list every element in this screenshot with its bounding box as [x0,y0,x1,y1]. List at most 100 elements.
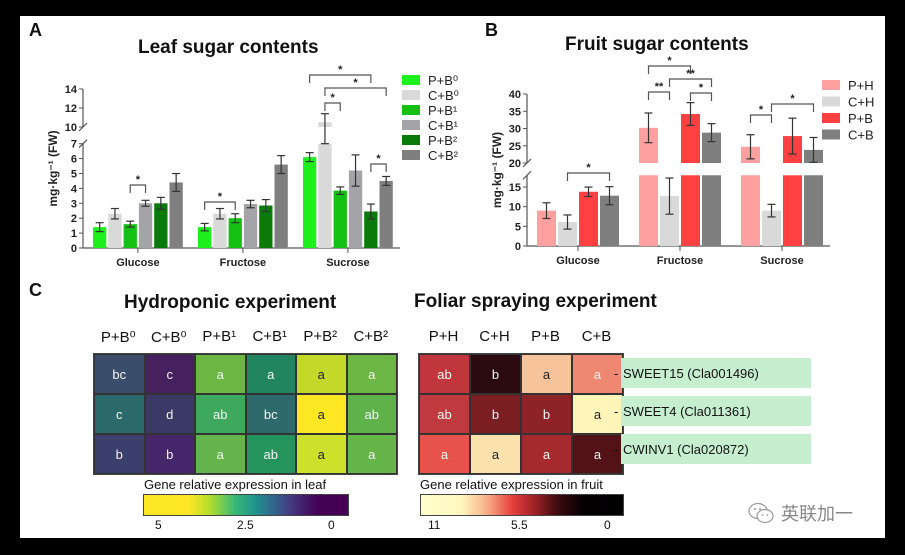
bar [213,213,227,248]
bar [762,210,781,246]
bar [108,213,122,248]
legend-swatch [402,135,420,145]
bar [702,175,721,246]
fruit-colorbar-tick: 11 [428,518,441,532]
significance-label: * [218,191,223,203]
y-tick-label: 20 [509,158,521,170]
y-tick-label: 40 [509,89,521,101]
axis-break-mark [522,170,532,180]
y-tick-label: 6 [71,154,77,166]
significance-bracket [668,78,713,87]
heatmap-column-header: C+B [581,328,612,345]
y-tick-label: 30 [509,124,521,136]
y-tick-label: 12 [65,103,77,115]
fruit-colorbar-tick: 0 [604,518,611,532]
heatmap-cell: a [572,354,623,394]
significance-label: * [759,104,764,116]
y-tick-label: 2 [71,213,77,225]
leaf-chart-title: Leaf sugar contents [138,37,319,58]
bar [274,164,288,248]
y-tick-label: 0 [515,241,521,253]
heatmap-cell: a [521,434,572,474]
heatmap-column-header: P+B [531,328,560,345]
heatmap-cell: ab [346,394,397,434]
hydroponic-title: Hydroponic experiment [124,292,337,313]
bar [303,157,317,248]
watermark-text: 英联加一 [781,504,853,524]
bar [318,143,332,248]
foliar-title: Foliar spraying experiment [414,291,657,312]
significance-bracket [204,201,236,210]
significance-bracket [770,103,815,112]
bar [639,175,658,246]
heatmap-cell: a [419,434,470,474]
fruit-colorbar-tick: 5.5 [511,518,528,532]
legend-swatch [822,113,840,123]
gene-dash: - [614,403,619,419]
legend-swatch [402,120,420,130]
legend-swatch [822,80,840,90]
heatmap-column-header: C+H [479,328,510,345]
bar [259,205,273,248]
heatmap-column-header: C+B¹ [252,328,288,345]
leaf-colorbar-tick: 5 [155,518,162,532]
heatmap-cell: a [572,394,623,434]
x-tick-label: Glucose [556,255,599,267]
significance-label: * [699,82,704,94]
bar [243,204,258,248]
fruit-sugar-chart: 0 5 10 15 20 25 30 35 40 mg·kg⁻¹ (FW) Glucose Fruct… [490,55,874,267]
significance-label: * [790,93,795,105]
y-tick-label: 10 [509,202,521,214]
x-tick-label: Fructose [220,257,266,269]
hydroponic-heatmap: bc c a a a a c d ab bc a ab b b a ab a a [93,353,398,475]
legend-label: P+B¹ [428,103,458,118]
legend-label: C+B [848,128,874,143]
gene-dash: - [614,441,619,457]
panel-label-a: A [29,20,42,40]
significance-label: * [136,174,141,186]
x-tick-label: Fructose [657,255,703,267]
heatmap-cell: a [521,354,572,394]
y-tick-label: 0 [71,243,77,255]
x-tick-label: Glucose [116,257,159,269]
gene-dash: - [614,365,619,381]
significance-bracket [370,163,387,172]
significance-label: ** [686,68,695,80]
significance-label: * [330,92,335,104]
heatmap-cell: b [521,394,572,434]
significance-label: ** [655,81,664,93]
leaf-colorbar-title: Gene relative expression in leaf [144,477,327,492]
y-tick-label: 5 [515,221,521,233]
heatmap-cell: c [144,354,195,394]
heatmap-cell: bc [245,394,296,434]
bar [660,196,679,246]
y-tick-label: 14 [65,84,78,96]
bar [228,218,242,248]
heatmap-column-header: P+B² [303,328,338,345]
y-tick-label: 25 [509,141,521,153]
gene-name: SWEET4 (Cla011361) [623,403,751,419]
gene-label-sweet4: - SWEET4 (Cla011361) [614,396,811,426]
legend-swatch [402,90,420,100]
heatmap-cell: a [572,434,623,474]
heatmap-column-header: C+B⁰ [150,329,187,346]
heatmap-cell: d [144,394,195,434]
bar [558,222,577,246]
x-tick-label: Sucrose [326,257,369,269]
heatmap-column-header: C+B² [353,328,389,345]
heatmap-column-header: P+H [428,328,459,345]
wechat-icon [748,502,774,524]
y-tick-label: 15 [509,182,521,194]
y-axis-label: mg·kg⁻¹ (FW) [490,132,504,208]
leaf-colorbar [143,494,349,516]
legend-label: C+B¹ [428,118,459,133]
y-tick-label: 7 [71,139,77,151]
panel-label-c: C [29,280,42,300]
heatmap-column-header: P+B¹ [202,328,237,345]
y-tick-label: 10 [65,122,77,134]
bar [123,224,137,248]
gene-label-sweet15: - SWEET15 (Cla001496) [614,358,811,388]
leaf-colorbar-tick: 0 [328,518,335,532]
heatmap-cell: ab [419,354,470,394]
